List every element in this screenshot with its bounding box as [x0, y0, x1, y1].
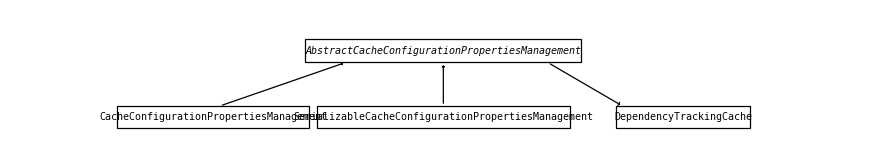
Text: DependencyTrackingCache: DependencyTrackingCache [614, 112, 752, 122]
Text: AbstractCacheConfigurationPropertiesManagement: AbstractCacheConfigurationPropertiesMana… [305, 46, 581, 56]
FancyBboxPatch shape [616, 106, 751, 128]
FancyBboxPatch shape [117, 106, 309, 128]
FancyBboxPatch shape [317, 106, 569, 128]
FancyBboxPatch shape [305, 39, 581, 62]
Text: SerializableCacheConfigurationPropertiesManagement: SerializableCacheConfigurationProperties… [294, 112, 594, 122]
Text: CacheConfigurationPropertiesManagement: CacheConfigurationPropertiesManagement [99, 112, 327, 122]
